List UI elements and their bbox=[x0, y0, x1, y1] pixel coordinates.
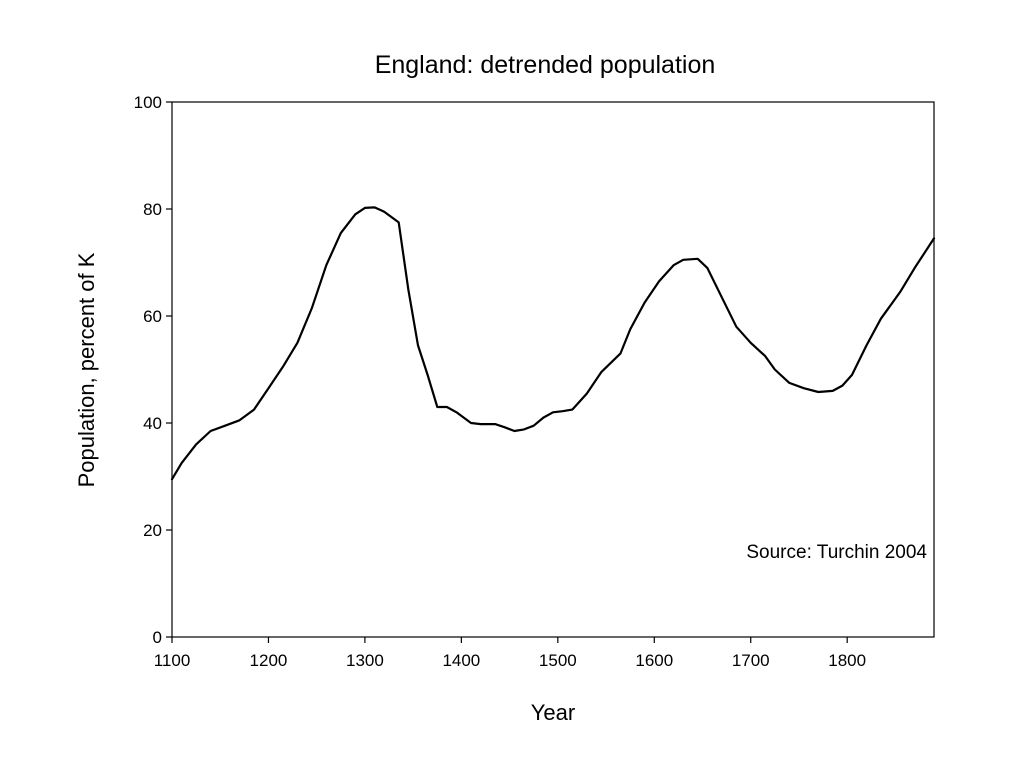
plot-frame bbox=[171, 101, 935, 638]
chart-title: England: detrended population bbox=[375, 51, 716, 79]
x-tick-label: 1100 bbox=[154, 651, 191, 670]
y-tick-label: 40 bbox=[143, 414, 162, 433]
y-axis-label: Population, percent of K bbox=[74, 252, 99, 487]
x-axis: 1100 1200 1300 1400 1500 1600 1700 1800 bbox=[154, 637, 866, 670]
y-tick-label: 60 bbox=[143, 307, 162, 326]
x-tick-label: 1400 bbox=[442, 651, 480, 670]
y-axis: 0 20 40 60 80 100 bbox=[134, 93, 172, 647]
x-tick-label: 1800 bbox=[828, 651, 866, 670]
y-tick-label: 20 bbox=[143, 521, 162, 540]
x-tick-label: 1700 bbox=[732, 651, 770, 670]
x-axis-label: Year bbox=[531, 700, 575, 725]
x-tick-label: 1500 bbox=[539, 651, 577, 670]
source-annotation: Source: Turchin 2004 bbox=[746, 542, 927, 563]
series-line-population bbox=[170, 206, 936, 481]
x-tick-label: 1600 bbox=[635, 651, 673, 670]
y-tick-label: 100 bbox=[134, 93, 162, 112]
x-tick-label: 1200 bbox=[250, 651, 288, 670]
y-tick-label: 0 bbox=[153, 628, 162, 647]
x-tick-label: 1300 bbox=[346, 651, 384, 670]
y-tick-label: 80 bbox=[143, 200, 162, 219]
